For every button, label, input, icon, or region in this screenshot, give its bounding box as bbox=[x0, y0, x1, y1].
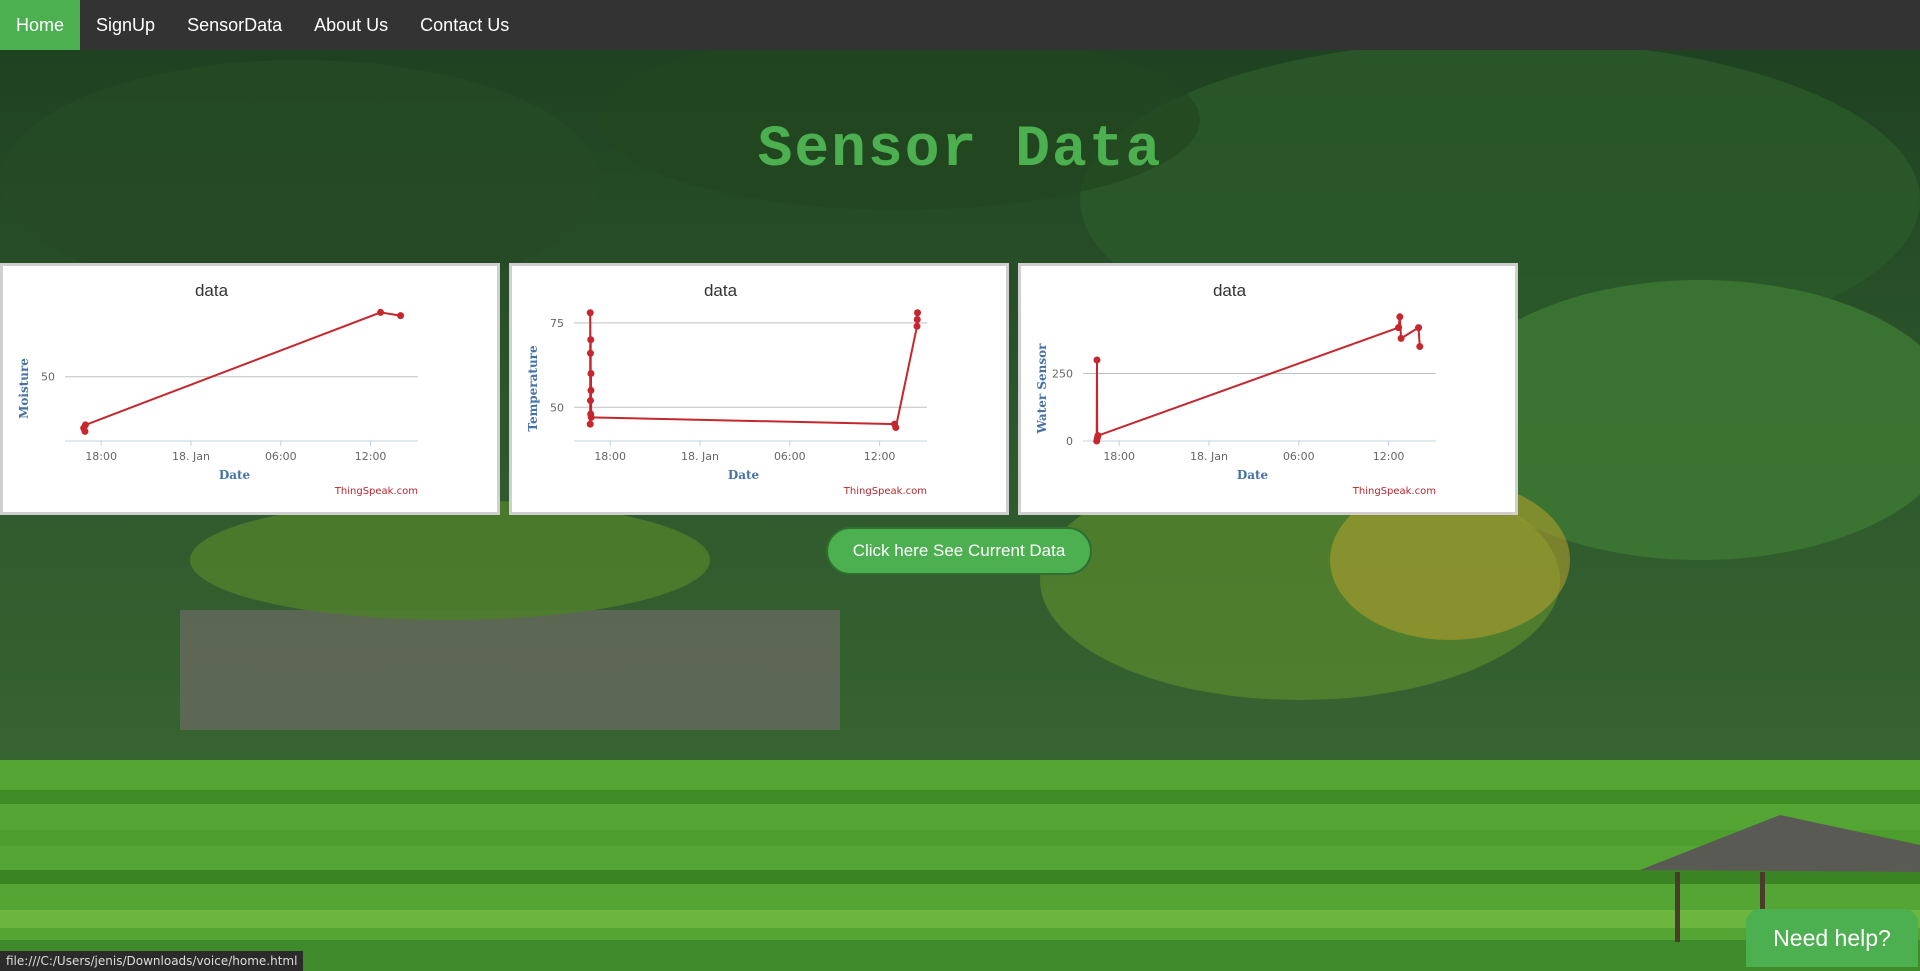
x-tick-label: 18:00 bbox=[594, 450, 626, 463]
x-tick-label: 06:00 bbox=[265, 450, 297, 463]
x-tick-label: 18. Jan bbox=[172, 450, 210, 463]
chart-svg: data 0 250 18:00 18. Jan 06:00 12:00 Date Water … bbox=[1035, 281, 1436, 497]
nav-sensordata[interactable]: SensorData bbox=[187, 15, 283, 35]
moisture-chart: data 50 18:00 18. Jan 06:00 12:00 Date Moisture… bbox=[0, 263, 500, 515]
data-point bbox=[586, 397, 594, 404]
data-point bbox=[81, 421, 89, 429]
water-sensor-chart: data 0 250 18:00 18. Jan 06:00 12:00 Date Water … bbox=[1018, 263, 1518, 515]
x-axis-title: Date bbox=[728, 468, 760, 482]
data-point bbox=[1094, 432, 1102, 440]
x-axis-title: Date bbox=[1237, 468, 1269, 482]
chart-svg: data 50 18:00 18. Jan 06:00 12:00 Date Moisture… bbox=[17, 281, 418, 497]
series-line bbox=[589, 312, 919, 432]
data-point bbox=[1396, 313, 1404, 321]
y-tick-label: 50 bbox=[41, 371, 55, 384]
data-point bbox=[397, 312, 405, 320]
y-tick-label: 50 bbox=[550, 401, 564, 414]
chart-credit: ThingSpeak.com bbox=[334, 486, 418, 497]
data-point bbox=[1416, 343, 1424, 350]
data-point bbox=[1415, 324, 1423, 332]
data-point bbox=[892, 424, 900, 431]
data-point bbox=[1093, 356, 1101, 364]
data-point bbox=[914, 309, 922, 317]
y-axis-title: Temperature bbox=[526, 345, 540, 432]
chart-credit: ThingSpeak.com bbox=[843, 486, 927, 497]
x-tick-label: 18. Jan bbox=[681, 450, 719, 463]
nav-contact-us[interactable]: Contact Us bbox=[420, 15, 510, 35]
data-point bbox=[377, 308, 385, 316]
data-point bbox=[587, 370, 595, 377]
data-point bbox=[1395, 324, 1403, 332]
page-title: Sensor Data bbox=[757, 118, 1163, 183]
data-point bbox=[587, 336, 595, 344]
nav-about-us[interactable]: About Us bbox=[314, 15, 389, 35]
y-axis-title: Water Sensor bbox=[1035, 343, 1049, 435]
y-tick-label: 250 bbox=[1052, 368, 1073, 381]
data-point bbox=[587, 413, 595, 421]
data-point bbox=[586, 420, 594, 428]
chart-title: data bbox=[195, 281, 229, 300]
data-point bbox=[586, 349, 594, 357]
top-navbar: Home SignUp SensorData About Us Contact … bbox=[0, 0, 1920, 50]
see-current-data-button[interactable]: Click here See Current Data bbox=[826, 527, 1092, 575]
chart-title: data bbox=[704, 281, 738, 300]
nav-signup[interactable]: SignUp bbox=[96, 15, 156, 35]
y-tick-label: 75 bbox=[550, 317, 564, 330]
x-axis-title: Date bbox=[219, 468, 251, 482]
status-bar-url: file:///C:/Users/jenis/Downloads/voice/h… bbox=[0, 951, 304, 971]
x-tick-label: 12:00 bbox=[355, 450, 387, 463]
x-tick-label: 18:00 bbox=[85, 450, 117, 463]
x-tick-label: 18. Jan bbox=[1190, 450, 1228, 463]
chart-svg: data 50 75 18:00 18. Jan 06:00 12:00 Date Temper… bbox=[526, 281, 927, 497]
nav-home[interactable]: Home bbox=[0, 0, 81, 50]
data-point bbox=[913, 316, 921, 323]
x-tick-label: 12:00 bbox=[864, 450, 896, 463]
chart-credit: ThingSpeak.com bbox=[1352, 486, 1436, 497]
data-point bbox=[913, 322, 921, 330]
chart-title: data bbox=[1213, 281, 1247, 300]
need-help-button[interactable]: Need help? bbox=[1746, 909, 1918, 967]
x-tick-label: 06:00 bbox=[774, 450, 806, 463]
data-point bbox=[81, 427, 89, 435]
data-point bbox=[587, 386, 595, 394]
x-tick-label: 06:00 bbox=[1283, 450, 1315, 463]
data-point bbox=[1397, 334, 1405, 342]
data-point bbox=[586, 309, 594, 317]
series-line bbox=[82, 311, 401, 432]
x-tick-label: 12:00 bbox=[1373, 450, 1405, 463]
y-tick-label: 0 bbox=[1066, 435, 1073, 448]
series-line bbox=[1095, 316, 1421, 442]
temperature-chart: data 50 75 18:00 18. Jan 06:00 12:00 Date Temper… bbox=[509, 263, 1009, 515]
x-tick-label: 18:00 bbox=[1103, 450, 1135, 463]
y-axis-title: Moisture bbox=[17, 358, 31, 419]
